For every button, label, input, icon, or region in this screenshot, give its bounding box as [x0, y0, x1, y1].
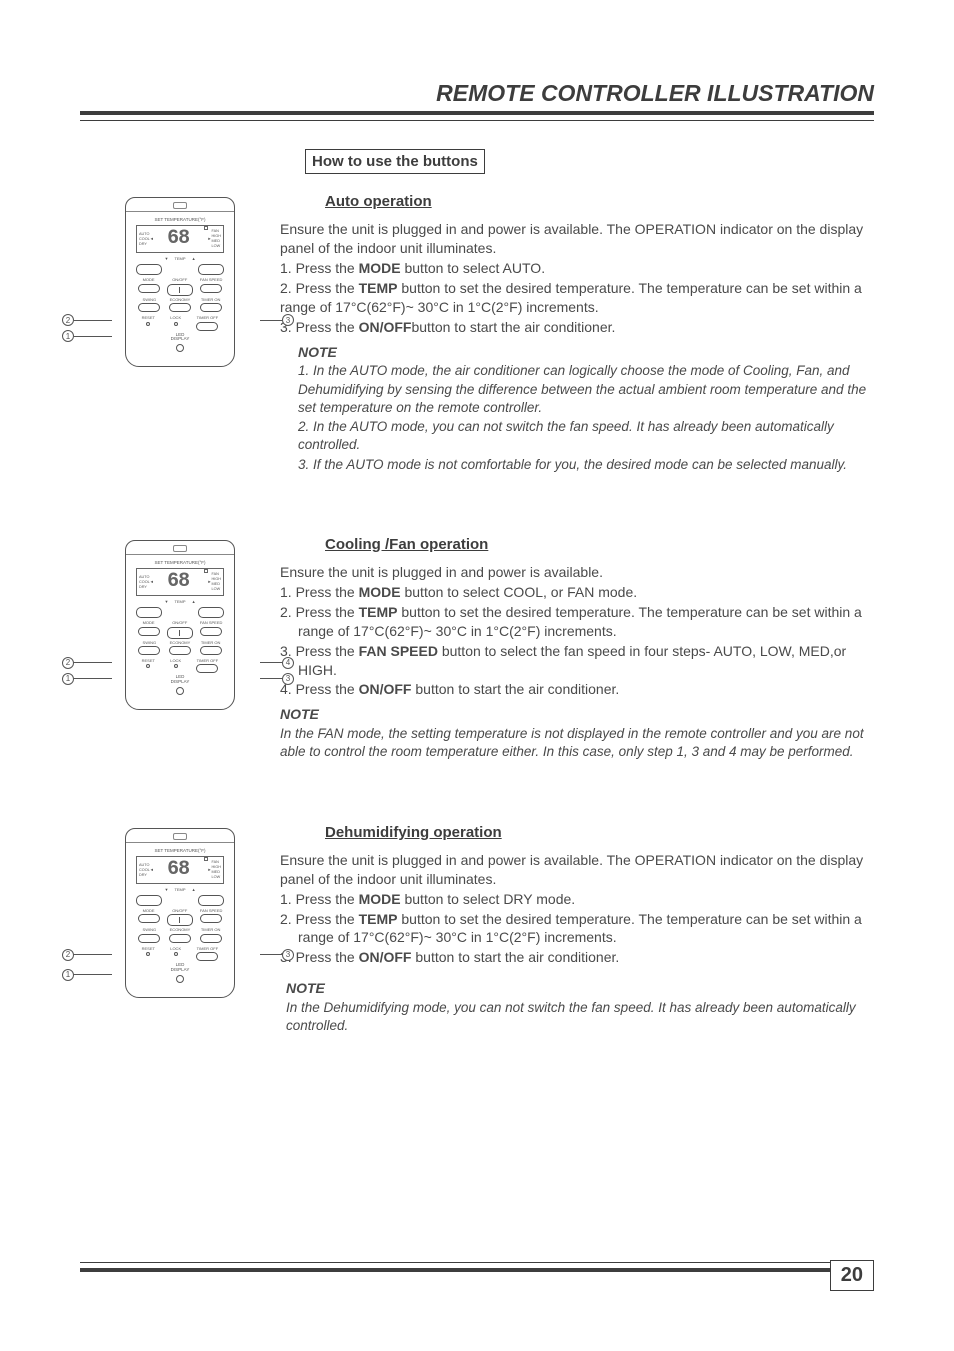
page-header-title: REMOTE CONTROLLER ILLUSTRATION: [80, 80, 874, 107]
section-box-title: How to use the buttons: [305, 149, 485, 174]
mode-button: [138, 284, 160, 293]
temp-down-button: [136, 264, 162, 275]
auto-operation-block: 2 1 3 SET TEMPERATURE(°F) AUTO COOL DRY …: [80, 192, 874, 475]
dry-step-1: 1. Press the MODE button to select DRY m…: [280, 890, 874, 909]
auto-intro: Ensure the unit is plugged in and power …: [280, 220, 874, 258]
mode-auto: AUTO: [139, 232, 150, 236]
callout-3c: 3: [282, 949, 294, 961]
fan-label: FAN: [212, 229, 222, 233]
fanspeed-button: [200, 284, 222, 293]
temp-label: TEMP: [174, 257, 185, 261]
mode-dry: DRY: [139, 242, 150, 246]
timeroff-label: TIMER OFF: [197, 316, 219, 320]
remote-illustration-auto: 2 1 3 SET TEMPERATURE(°F) AUTO COOL DRY …: [80, 192, 280, 367]
mode-label: MODE: [143, 278, 155, 282]
fan-low: LOW: [212, 244, 222, 248]
economy-button: [169, 303, 191, 312]
dry-step-2: 2. Press the TEMP button to set the desi…: [280, 910, 874, 948]
led-display-button: [176, 344, 184, 352]
cool-note-head: NOTE: [280, 705, 874, 724]
page-number: 20: [830, 1260, 874, 1291]
dry-intro: Ensure the unit is plugged in and power …: [280, 851, 874, 889]
temp-down-icon: ▼: [164, 257, 168, 261]
economy-label: ECONOMY: [170, 298, 191, 302]
callout-4: 4: [282, 657, 294, 669]
page-footer: 20: [80, 1262, 874, 1291]
auto-note-2: 2. In the AUTO mode, you can not switch …: [280, 418, 874, 454]
auto-step-3: 3. Press the ON/OFFbutton to start the a…: [280, 318, 874, 337]
swing-label: SWING: [143, 298, 157, 302]
callout-1: 1: [62, 330, 74, 342]
timeroff-button: [196, 322, 218, 331]
lock-pinhole: [174, 322, 178, 326]
timeron-label: TIMER ON: [201, 298, 221, 302]
remote-illustration-cool: 2 1 4 3 SET TEMPERATURE(°F) AUTO COOL DR…: [80, 535, 280, 710]
onoff-label: ON/OFF: [172, 278, 187, 282]
dehumidifying-block: 2 1 3 SET TEMPERATURE(°F) AUTO COOL DRY …: [80, 823, 874, 1037]
callout-2b: 2: [62, 657, 74, 669]
onoff-button: [167, 284, 193, 296]
reset-label: RESET: [142, 316, 155, 320]
auto-note-head: NOTE: [298, 343, 874, 362]
cooling-fan-block: 2 1 4 3 SET TEMPERATURE(°F) AUTO COOL DR…: [80, 535, 874, 763]
auto-note-1: 1. In the AUTO mode, the air conditioner…: [280, 362, 874, 417]
header-rule: [80, 111, 874, 121]
cool-step-2: 2. Press the TEMP button to set the desi…: [280, 603, 874, 641]
temp-up-icon: ▲: [192, 257, 196, 261]
swing-button: [138, 303, 160, 312]
remote-body-2: SET TEMPERATURE(°F) AUTO COOL DRY ◄ 68 ►…: [125, 540, 235, 710]
fanspeed-label: FAN SPEED: [200, 278, 222, 282]
auto-step-2: 2. Press the TEMP button to set the desi…: [280, 279, 874, 317]
led-label: LED DISPLAY: [132, 333, 228, 343]
callout-2c: 2: [62, 949, 74, 961]
lcd-screen: AUTO COOL DRY ◄ 68 ► FAN HIGH MED LOW: [136, 225, 224, 253]
dry-step-3: 3. Press the ON/OFF button to start the …: [280, 948, 874, 967]
cool-step-3: 3. Press the FAN SPEED button to select …: [280, 642, 874, 680]
cool-note-1: In the FAN mode, the setting temperature…: [280, 725, 874, 761]
callout-1c: 1: [62, 969, 74, 981]
auto-op-title: Auto operation: [325, 192, 874, 212]
ir-window: [126, 198, 234, 212]
timeron-button: [200, 303, 222, 312]
fan-med: MED: [212, 239, 222, 243]
callout-3: 3: [282, 314, 294, 326]
auto-note-3: 3. If the AUTO mode is not comfortable f…: [280, 456, 874, 474]
remote-illustration-dry: 2 1 3 SET TEMPERATURE(°F) AUTO COOL DRY …: [80, 823, 280, 998]
cool-step-1: 1. Press the MODE button to select COOL,…: [280, 583, 874, 602]
footer-rule: [80, 1262, 874, 1272]
dry-note-head: NOTE: [286, 979, 874, 998]
cool-intro: Ensure the unit is plugged in and power …: [280, 563, 874, 582]
temp-digits: 68: [154, 227, 203, 250]
cool-op-title: Cooling /Fan operation: [325, 535, 874, 555]
reset-pinhole: [146, 322, 150, 326]
set-temp-label: SET TEMPERATURE(°F): [132, 218, 228, 223]
cool-step-4: 4. Press the ON/OFF button to start the …: [280, 680, 874, 699]
fan-high: HIGH: [212, 234, 222, 238]
dry-op-title: Dehumidifying operation: [325, 823, 874, 843]
callout-2: 2: [62, 314, 74, 326]
callout-3b: 3: [282, 673, 294, 685]
icon-square: [204, 226, 208, 230]
dry-note-1: In the Dehumidifying mode, you can not s…: [280, 999, 874, 1035]
temp-up-button: [198, 264, 224, 275]
mode-cool: COOL: [139, 237, 150, 241]
auto-step-1: 1. Press the MODE button to select AUTO.: [280, 259, 874, 278]
lock-label: LOCK: [170, 316, 181, 320]
remote-body-3: SET TEMPERATURE(°F) AUTO COOL DRY ◄ 68 ►…: [125, 828, 235, 998]
callout-1b: 1: [62, 673, 74, 685]
remote-body: SET TEMPERATURE(°F) AUTO COOL DRY ◄ 68 ►…: [125, 197, 235, 367]
